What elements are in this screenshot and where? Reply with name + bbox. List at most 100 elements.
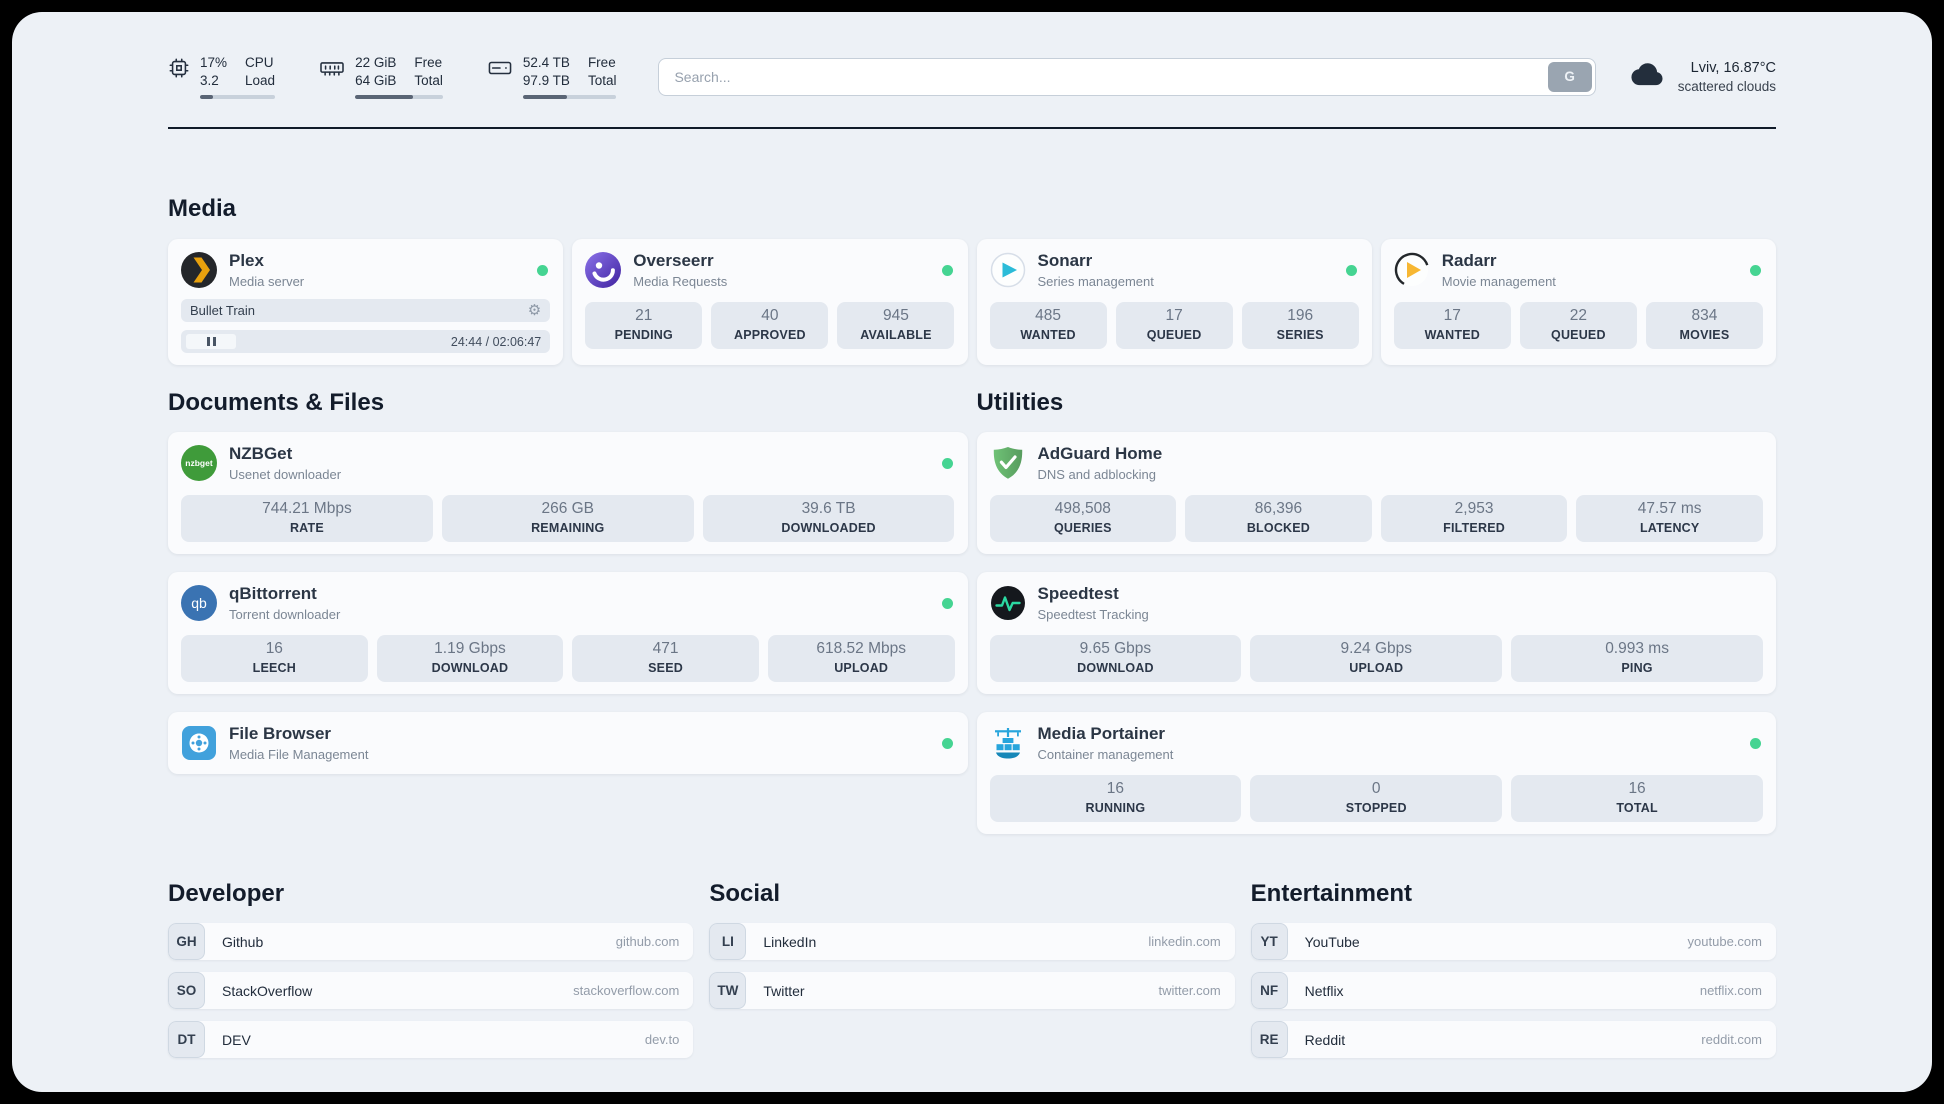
bookmark-row-youtube[interactable]: YT YouTube youtube.com	[1250, 923, 1776, 961]
stat-label: SEED	[648, 661, 683, 676]
bookmark-name: Netflix	[1304, 982, 1344, 999]
status-dot-online	[941, 457, 953, 469]
stat-box: 9.65 Gbps DOWNLOAD	[989, 635, 1242, 683]
utilities-column: Utilities AdGuard Home DNS and adblockin…	[976, 389, 1776, 835]
app-card-sonarr[interactable]: Sonarr Series management 485 WANTED 17 QUE…	[976, 239, 1372, 366]
stat-label: PENDING	[614, 328, 673, 343]
app-card-overseerr[interactable]: Overseerr Media Requests 21 PENDING 40 APP…	[572, 239, 968, 366]
app-name: Media Portainer	[1037, 724, 1166, 744]
stat-box: 40 APPROVED	[711, 302, 829, 350]
stat-box: 266 GB REMAINING	[441, 495, 694, 543]
stat-value: 471	[652, 640, 679, 658]
bookmark-url: youtube.com	[1687, 934, 1762, 950]
section-title-social: Social	[709, 880, 781, 908]
cpu-icon	[168, 57, 190, 79]
bookmark-row-netflix[interactable]: NF Netflix netflix.com	[1250, 972, 1776, 1010]
ram-meter-fill	[355, 95, 414, 100]
bookmark-url: reddit.com	[1701, 1032, 1762, 1048]
app-card-portainer[interactable]: Media Portainer Container management 16 R…	[976, 712, 1776, 835]
app-card-qbittorrent[interactable]: qb qBittorrent Torrent downloader 16 LEEC…	[168, 572, 968, 695]
disk-free-value: 52.4 TB	[522, 55, 570, 70]
app-card-nzbget[interactable]: nzbget NZBGet Usenet downloader 744.21 M…	[168, 432, 968, 555]
weather-widget: Lviv, 16.87°C scattered clouds	[1630, 60, 1776, 94]
bookmark-row-dev[interactable]: DT DEV dev.to	[168, 1021, 694, 1059]
stat-value: 945	[883, 307, 909, 325]
bookmarks-social: Social LI LinkedIn linkedin.com TW Twitt…	[709, 880, 1235, 1021]
app-card-plex[interactable]: Plex Media server Bullet Train ⚙ 24:44 /…	[168, 239, 564, 366]
stat-box: 485 WANTED	[989, 302, 1107, 350]
app-header: AdGuard Home DNS and adblocking	[990, 444, 1764, 482]
svg-text:nzbget: nzbget	[185, 458, 213, 468]
stat-label: PING	[1621, 661, 1653, 676]
stat-row: 498,508 QUERIES 86,396 BLOCKED 2,953 FILTER…	[989, 495, 1763, 543]
plex-icon	[181, 252, 217, 289]
bookmark-badge: LI	[709, 923, 747, 961]
bookmark-row-github[interactable]: GH Github github.com	[168, 923, 694, 961]
stat-value: 0.993 ms	[1605, 640, 1669, 658]
app-name: NZBGet	[229, 444, 293, 464]
stat-value: 618.52 Mbps	[816, 640, 906, 658]
stat-label: DOWNLOADED	[781, 521, 876, 536]
pause-button[interactable]	[186, 334, 236, 350]
svg-text:qb: qb	[191, 595, 207, 611]
bookmark-name: Reddit	[1304, 1031, 1346, 1048]
bookmark-url: dev.to	[644, 1032, 680, 1048]
ram-total-label: Total	[414, 73, 443, 89]
bookmark-url: twitter.com	[1158, 983, 1221, 999]
bookmark-url: github.com	[615, 934, 680, 950]
stat-box: 471 SEED	[572, 635, 759, 683]
documents-column: Documents & Files nzbget NZBGet Usenet d…	[168, 389, 968, 775]
overseerr-icon	[585, 252, 622, 289]
stat-value: 39.6 TB	[801, 500, 856, 518]
bookmark-badge: RE	[1250, 1021, 1288, 1059]
app-name: AdGuard Home	[1037, 444, 1163, 464]
app-name: Radarr	[1441, 251, 1497, 271]
bookmark-name: YouTube	[1304, 933, 1360, 950]
stat-box: 744.21 Mbps RATE	[181, 495, 433, 543]
bookmark-row-reddit[interactable]: RE Reddit reddit.com	[1250, 1021, 1776, 1059]
stat-box: 196 SERIES	[1241, 302, 1359, 350]
app-card-radarr[interactable]: Radarr Movie management 17 WANTED 22 QUEUE…	[1380, 239, 1776, 366]
radarr-icon	[1394, 252, 1430, 288]
ram-total-value: 64 GiB	[355, 73, 397, 89]
stat-label: QUEUED	[1551, 328, 1606, 343]
dashboard: 17% 3.2 CPU Load	[12, 12, 1932, 1092]
stat-value: 22	[1569, 307, 1587, 325]
topbar: 17% 3.2 CPU Load	[168, 54, 1776, 100]
section-title-documents: Documents & Files	[168, 389, 385, 417]
stat-label: LATENCY	[1639, 521, 1700, 536]
weather-condition: scattered clouds	[1677, 78, 1776, 94]
bookmark-url: netflix.com	[1699, 983, 1762, 999]
bookmark-row-stackoverflow[interactable]: SO StackOverflow stackoverflow.com	[168, 972, 694, 1010]
stat-value: 47.57 ms	[1637, 500, 1702, 518]
stat-box: 16 RUNNING	[989, 775, 1242, 823]
status-dot-online	[1750, 264, 1761, 276]
stat-row: 17 WANTED 22 QUEUED 834 MOVIES	[1393, 302, 1763, 350]
app-card-speedtest[interactable]: Speedtest Speedtest Tracking 9.65 Gbps DO…	[976, 572, 1776, 695]
stat-label: MOVIES	[1679, 328, 1730, 343]
search-engine-button[interactable]: G	[1547, 61, 1592, 92]
bookmark-row-linkedin[interactable]: LI LinkedIn linkedin.com	[709, 923, 1235, 961]
stat-box: 0 STOPPED	[1250, 775, 1503, 823]
stat-value: 40	[761, 307, 779, 325]
app-card-adguard[interactable]: AdGuard Home DNS and adblocking 498,508 Q…	[976, 432, 1776, 555]
stat-label: LEECH	[252, 661, 296, 676]
stat-label: BLOCKED	[1246, 521, 1311, 536]
cpu-label: CPU	[245, 55, 274, 70]
stat-box: 2,953 FILTERED	[1380, 495, 1568, 543]
status-dot-online	[1750, 737, 1761, 749]
disk-total-label: Total	[587, 73, 617, 89]
player-controls-row: 24:44 / 02:06:47	[181, 330, 551, 354]
gear-icon[interactable]: ⚙	[527, 302, 542, 320]
stat-box: 86,396 BLOCKED	[1185, 495, 1372, 543]
bookmark-row-twitter[interactable]: TW Twitter twitter.com	[709, 972, 1235, 1010]
cpu-meter-fill	[200, 95, 213, 100]
stat-label: QUERIES	[1053, 521, 1112, 536]
app-card-filebrowser[interactable]: File Browser Media File Management	[168, 712, 968, 775]
app-name: Overseerr	[633, 251, 714, 271]
app-desc: Media File Management	[229, 747, 369, 763]
search-input[interactable]	[658, 57, 1596, 96]
disk-meter-fill	[522, 95, 567, 100]
media-grid: Plex Media server Bullet Train ⚙ 24:44 /…	[168, 239, 1776, 366]
stat-value: 266 GB	[541, 500, 595, 518]
